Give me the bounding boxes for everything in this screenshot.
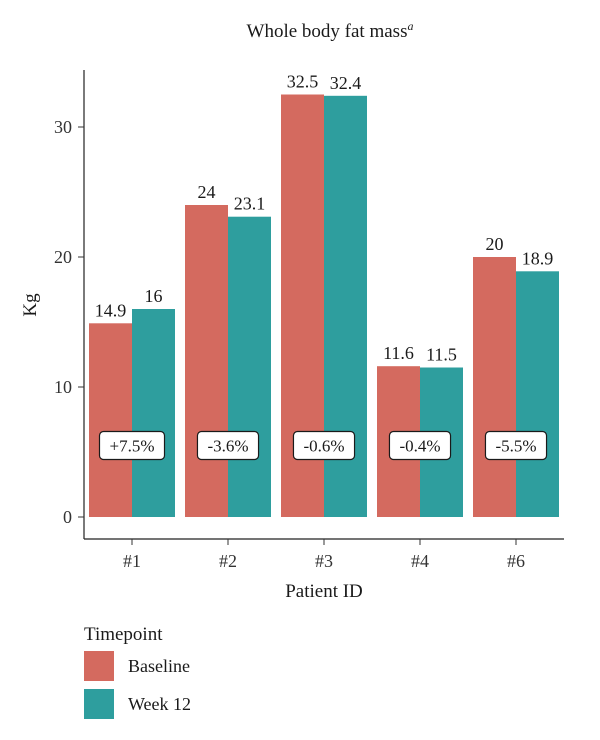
y-axis-ticks: 0 10 20 30 xyxy=(54,117,84,527)
x-axis-ticks: #1 #2 #3 #4 #6 xyxy=(123,539,525,571)
bar-baseline xyxy=(185,205,228,517)
data-label: 32.4 xyxy=(330,73,362,93)
y-axis-label: Kg xyxy=(20,293,41,317)
change-label-text: +7.5% xyxy=(110,437,155,456)
chart-title: Whole body fat massa xyxy=(247,19,414,42)
y-tick-label: 10 xyxy=(54,377,72,397)
bar-week-12 xyxy=(228,216,271,517)
legend-swatch-baseline xyxy=(84,651,114,681)
data-label: 20 xyxy=(486,234,504,254)
data-label: 23.1 xyxy=(234,194,266,214)
change-label-box xyxy=(484,430,548,461)
legend-label-baseline: Baseline xyxy=(128,656,190,676)
change-label-text: -3.6% xyxy=(207,437,248,456)
bar-week-12 xyxy=(132,309,175,517)
y-tick-label: 30 xyxy=(54,117,72,137)
change-label-text: -0.6% xyxy=(303,437,344,456)
legend-label-week-12: Week 12 xyxy=(128,694,191,714)
legend-title: Timepoint xyxy=(84,624,163,645)
data-label: 32.5 xyxy=(287,72,319,92)
data-label: 24 xyxy=(198,182,216,202)
data-label: 18.9 xyxy=(522,248,554,268)
change-label-box xyxy=(292,430,356,461)
x-tick-label: #6 xyxy=(507,551,525,571)
x-tick-label: #4 xyxy=(411,551,429,571)
change-label-box xyxy=(98,430,166,461)
y-tick-label: 20 xyxy=(54,247,72,267)
y-tick-label: 0 xyxy=(63,507,72,527)
x-axis-label: Patient ID xyxy=(285,581,363,602)
change-label: -5.5% xyxy=(484,430,548,461)
plot-area: 14.9 16 +7.5% 24 23.1 -3.6% 32.5 32.4 -0.6% 11.6 1… xyxy=(89,72,559,518)
change-label: -0.6% xyxy=(292,430,356,461)
title-superscript: a xyxy=(407,19,413,33)
legend: Timepoint Baseline Week 12 xyxy=(84,624,191,719)
change-label-box xyxy=(388,430,452,461)
change-label: +7.5% xyxy=(98,430,166,461)
change-label-box xyxy=(196,430,260,461)
data-label: 14.9 xyxy=(95,300,127,320)
x-tick-label: #3 xyxy=(315,551,333,571)
data-label: 11.5 xyxy=(426,345,457,365)
bar-baseline xyxy=(89,323,132,517)
bar-baseline xyxy=(473,257,516,517)
data-label: 11.6 xyxy=(383,343,414,363)
x-tick-label: #1 xyxy=(123,551,141,571)
change-label: -3.6% xyxy=(196,430,260,461)
x-tick-label: #2 xyxy=(219,551,237,571)
change-label-text: -0.4% xyxy=(399,437,440,456)
change-label: -0.4% xyxy=(388,430,452,461)
legend-swatch-week-12 xyxy=(84,689,114,719)
bar-week-12 xyxy=(516,271,559,517)
data-label: 16 xyxy=(145,286,163,306)
change-label-text: -5.5% xyxy=(495,437,536,456)
